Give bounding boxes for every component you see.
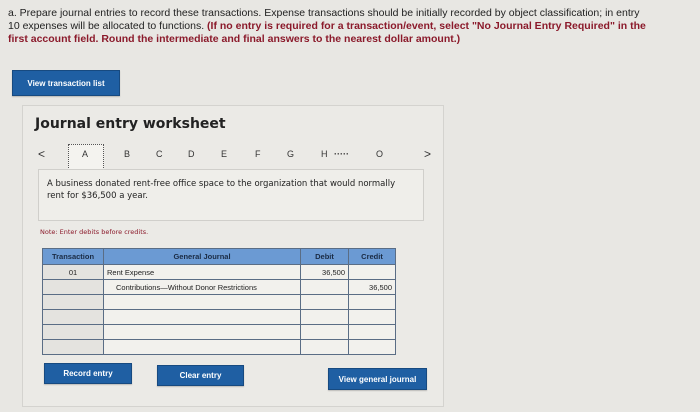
instructions-text: a. Prepare journal entries to record the…: [8, 7, 640, 32]
table-row: 01 Rent Expense 36,500: [42, 264, 396, 280]
account-field[interactable]: [103, 309, 301, 325]
table-row: Contributions—Without Donor Restrictions…: [42, 279, 396, 295]
tab-o[interactable]: O: [376, 149, 384, 159]
tab-d[interactable]: D: [188, 149, 195, 159]
debit-field[interactable]: [300, 294, 349, 310]
journal-table: Transaction General Journal Debit Credit…: [42, 248, 396, 355]
credit-field[interactable]: [348, 264, 396, 280]
tab-h[interactable]: H: [321, 149, 328, 159]
tab-a[interactable]: A: [82, 149, 89, 159]
tab-ellipsis: ·····: [334, 149, 349, 159]
account-field[interactable]: Rent Expense: [103, 264, 301, 280]
record-entry-button[interactable]: Record entry: [44, 363, 132, 384]
transaction-description: A business donated rent-free office spac…: [38, 169, 424, 221]
credit-field[interactable]: [348, 324, 396, 340]
header-general-journal: General Journal: [103, 248, 301, 265]
credit-field[interactable]: [348, 339, 396, 355]
clear-entry-button[interactable]: Clear entry: [157, 365, 244, 386]
debit-field[interactable]: [300, 309, 349, 325]
tab-e[interactable]: E: [221, 149, 228, 159]
view-transaction-list-button[interactable]: View transaction list: [12, 70, 120, 96]
header-transaction: Transaction: [42, 248, 104, 265]
table-row: [42, 324, 396, 340]
transaction-cell: [42, 309, 104, 325]
account-field[interactable]: [103, 294, 301, 310]
instructions-emphasis: (If no entry is required for a transacti…: [8, 20, 646, 45]
table-row: [42, 294, 396, 310]
debit-field[interactable]: [300, 339, 349, 355]
table-row: [42, 339, 396, 355]
table-row: [42, 309, 396, 325]
credit-field[interactable]: 36,500: [348, 279, 396, 295]
transaction-cell: [42, 324, 104, 340]
instructions: a. Prepare journal entries to record the…: [8, 7, 648, 46]
tab-a-highlight: [68, 144, 104, 170]
debit-field[interactable]: [300, 279, 349, 295]
transaction-cell: [42, 294, 104, 310]
transaction-cell: 01: [42, 264, 104, 280]
transaction-cell: [42, 339, 104, 355]
account-field[interactable]: [103, 324, 301, 340]
account-field[interactable]: [103, 339, 301, 355]
tab-g[interactable]: G: [287, 149, 295, 159]
tab-b[interactable]: B: [124, 149, 131, 159]
debit-field[interactable]: 36,500: [300, 264, 349, 280]
debit-field[interactable]: [300, 324, 349, 340]
view-general-journal-button[interactable]: View general journal: [328, 368, 427, 390]
tab-f[interactable]: F: [255, 149, 261, 159]
account-field[interactable]: Contributions—Without Donor Restrictions: [103, 279, 301, 295]
note: Note: Enter debits before credits.: [40, 228, 149, 236]
transaction-cell: [42, 279, 104, 295]
credit-field[interactable]: [348, 294, 396, 310]
header-credit: Credit: [348, 248, 396, 265]
prev-arrow-icon[interactable]: <: [38, 147, 46, 161]
next-arrow-icon[interactable]: >: [424, 147, 432, 161]
worksheet-title: Journal entry worksheet: [35, 116, 226, 132]
tab-c[interactable]: C: [156, 149, 163, 159]
credit-field[interactable]: [348, 309, 396, 325]
transaction-tabs: < A B C D E F G H ····· O >: [36, 144, 436, 170]
header-debit: Debit: [300, 248, 349, 265]
